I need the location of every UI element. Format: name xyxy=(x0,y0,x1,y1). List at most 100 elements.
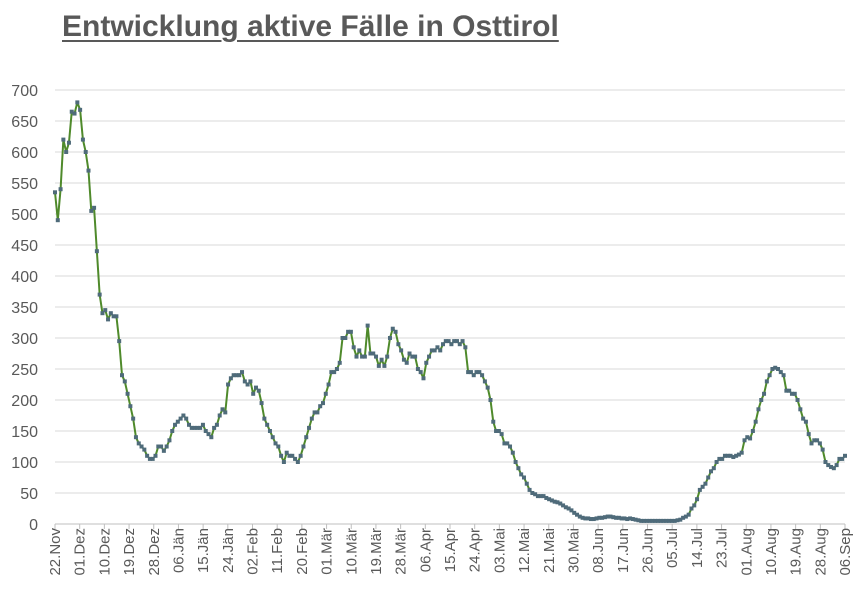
data-point xyxy=(407,351,412,356)
data-point xyxy=(806,432,811,437)
data-point xyxy=(669,518,674,523)
data-point xyxy=(628,516,633,521)
series-line xyxy=(54,101,846,522)
data-point xyxy=(619,516,624,521)
data-point xyxy=(234,373,239,378)
data-point xyxy=(485,385,490,390)
x-tick-label: 10.Mär xyxy=(343,528,360,575)
data-point xyxy=(334,367,339,371)
data-point xyxy=(468,370,473,375)
data-point xyxy=(251,391,256,396)
data-point xyxy=(212,425,217,430)
data-point xyxy=(801,416,806,421)
data-point xyxy=(284,450,289,455)
x-tick-label: 14.Jul xyxy=(689,528,706,568)
data-point xyxy=(253,385,258,390)
y-tick-label: 450 xyxy=(11,238,38,255)
data-point xyxy=(533,492,538,497)
x-tick-label: 11.Feb xyxy=(269,528,286,574)
x-tick-label: 21.Mai xyxy=(541,528,558,573)
data-point xyxy=(404,360,409,365)
data-point xyxy=(357,348,362,353)
data-point xyxy=(837,456,842,461)
data-point xyxy=(173,422,178,427)
data-point xyxy=(424,360,429,365)
data-point xyxy=(594,516,599,521)
data-point xyxy=(86,168,91,173)
data-point xyxy=(117,339,122,344)
data-point xyxy=(731,455,736,460)
data-point xyxy=(312,410,317,415)
data-point xyxy=(778,370,783,375)
data-point xyxy=(781,373,786,378)
data-point xyxy=(343,336,348,340)
data-point xyxy=(563,505,568,510)
data-point xyxy=(368,351,373,356)
x-tick-label: 03.Mai xyxy=(491,528,508,573)
data-point xyxy=(267,429,272,433)
data-point xyxy=(399,348,404,353)
data-point xyxy=(290,453,295,458)
data-point xyxy=(561,503,566,508)
data-point xyxy=(156,444,161,449)
data-point xyxy=(739,450,744,455)
data-point xyxy=(164,444,169,449)
data-point xyxy=(72,111,77,116)
data-point xyxy=(681,515,686,520)
data-point xyxy=(429,348,434,353)
data-point xyxy=(686,512,691,517)
x-tick-label: 24.Jän xyxy=(220,528,237,573)
data-point xyxy=(147,456,152,461)
data-point xyxy=(709,469,714,474)
data-point xyxy=(519,472,524,477)
x-tick-label: 19.Aug xyxy=(788,528,805,576)
data-point xyxy=(466,370,471,375)
data-point xyxy=(131,416,136,421)
data-point xyxy=(83,150,88,154)
data-point xyxy=(385,354,390,359)
data-point xyxy=(720,456,725,461)
y-axis: 0 50 100 150 200 250 300 350 400 450 500 550 600 650 7… xyxy=(11,83,38,534)
data-point xyxy=(217,413,222,418)
x-tick-label: 08.Jun xyxy=(590,528,607,573)
data-point xyxy=(711,466,716,471)
data-point xyxy=(817,441,822,446)
data-point xyxy=(602,515,607,520)
data-point xyxy=(697,487,702,492)
data-point xyxy=(750,429,755,433)
data-point xyxy=(240,370,245,375)
data-point xyxy=(318,404,323,409)
x-tick-label: 24.Apr xyxy=(467,528,484,572)
data-point xyxy=(89,208,94,213)
data-point xyxy=(753,419,758,424)
data-point xyxy=(80,137,85,142)
data-point xyxy=(92,205,97,210)
data-point xyxy=(181,413,186,418)
data-point xyxy=(410,354,415,359)
data-point xyxy=(226,382,231,387)
data-point xyxy=(630,517,635,522)
x-tick-label: 01.Mär xyxy=(319,528,336,575)
data-point xyxy=(482,379,487,384)
data-point xyxy=(256,388,261,393)
data-point xyxy=(558,501,563,506)
data-point xyxy=(231,373,236,378)
data-point xyxy=(351,345,356,350)
y-tick-label: 0 xyxy=(29,517,38,534)
data-point xyxy=(262,416,267,421)
data-point xyxy=(583,516,588,521)
data-point xyxy=(150,456,155,461)
data-point xyxy=(767,373,772,378)
data-point xyxy=(773,365,778,370)
data-point xyxy=(491,419,496,424)
y-tick-label: 100 xyxy=(11,455,38,472)
data-point xyxy=(513,460,518,464)
data-point xyxy=(516,466,521,471)
x-tick-label: 20.Feb xyxy=(294,528,311,575)
data-point xyxy=(792,391,797,396)
data-point xyxy=(248,379,253,384)
data-point xyxy=(547,497,552,502)
data-point xyxy=(78,107,83,112)
data-point xyxy=(843,453,847,458)
data-point xyxy=(762,391,767,396)
